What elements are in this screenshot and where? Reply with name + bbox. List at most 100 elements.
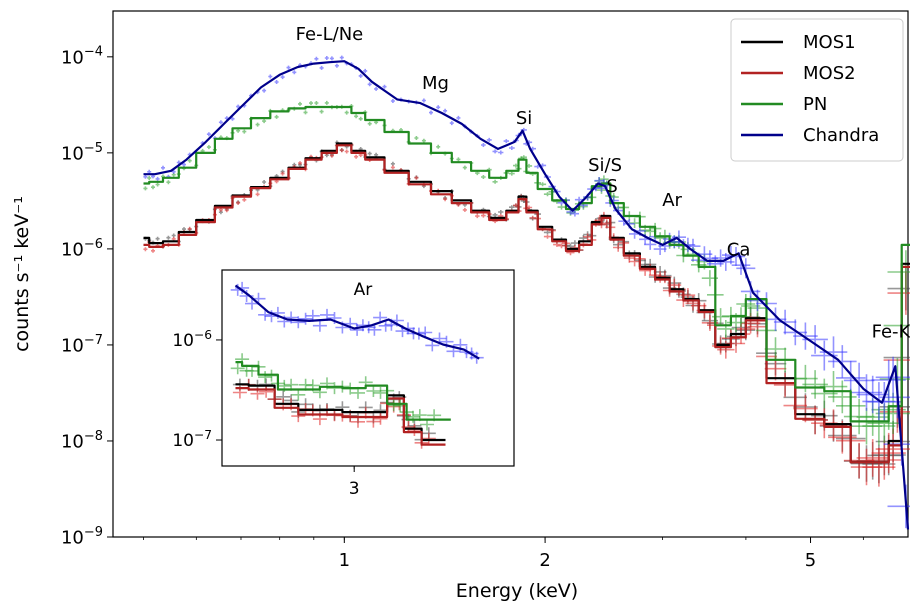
main-pn-point	[481, 175, 486, 179]
main-chandra-point	[644, 238, 657, 250]
main-x-tick-label: 5	[805, 550, 816, 571]
main-series-chandra-model	[143, 60, 910, 530]
main-annotation: Fe-K	[872, 321, 910, 342]
main-mos2-point	[344, 149, 349, 154]
y-axis-label: counts s⁻¹ keV⁻¹	[11, 196, 33, 352]
main-chandra-point	[828, 345, 857, 378]
main-mos2-point	[862, 447, 896, 487]
main-pn-point	[151, 185, 155, 190]
legend: MOS1 MOS2 PN Chandra	[730, 18, 904, 162]
main-mos2-point	[414, 175, 419, 180]
inset-pn-point	[327, 382, 342, 395]
main-series-pn-model	[143, 105, 910, 423]
inset-pn-point	[406, 410, 420, 423]
main-pn-point	[143, 186, 148, 191]
main-mos2-point	[255, 192, 260, 197]
main-pn-point	[187, 158, 192, 163]
main-mos2-point	[717, 340, 735, 359]
main-mos2-point	[583, 233, 593, 241]
inset-y-tick-label: 10−6	[172, 328, 212, 351]
main-mos2-point	[543, 234, 551, 239]
main-series-chandra-data	[143, 55, 910, 529]
main-mos2-point	[329, 153, 334, 158]
main-mos2-point	[553, 242, 561, 247]
inset-annotation: Ar	[354, 280, 373, 300]
main-pn-point	[309, 101, 313, 106]
main-mos1-point	[166, 235, 171, 240]
main-chandra-point	[155, 176, 160, 181]
main-chandra-point	[492, 149, 498, 154]
inset-mos2-point	[259, 385, 274, 398]
main-mos2-point	[481, 213, 486, 218]
main-mos2-point	[462, 207, 467, 212]
inset-plot-data: Ar	[230, 280, 484, 449]
main-pn-point	[344, 110, 349, 115]
main-mos1-point	[492, 212, 498, 217]
inset-pn-point	[373, 386, 388, 399]
main-chandra-point	[319, 65, 324, 70]
main-chandra-point	[867, 382, 902, 422]
main-pn-point	[717, 320, 735, 338]
main-chandra-point	[274, 80, 279, 84]
main-annotation: Mg	[422, 73, 449, 94]
inset-chandra-point	[291, 316, 306, 329]
main-chandra-point	[236, 104, 241, 109]
main-chandra-point	[280, 75, 285, 80]
inset-plot-frame	[221, 269, 515, 467]
inset-y-tick-label: 10−7	[172, 428, 212, 451]
main-chandra-point	[509, 146, 515, 150]
main-chandra-point	[658, 239, 672, 253]
main-mos1-point	[171, 233, 176, 238]
main-mos2-point	[390, 165, 395, 170]
main-pn-point	[421, 138, 426, 143]
legend-label-chandra: Chandra	[803, 125, 879, 146]
main-chandra-point	[143, 174, 148, 179]
main-pn-point	[324, 100, 329, 105]
main-mos1-point	[543, 230, 551, 235]
main-mos1-point	[155, 236, 160, 241]
inset-chandra-point	[284, 311, 299, 324]
main-mos2-point	[613, 243, 624, 252]
main-chandra-point	[358, 73, 363, 78]
inset-pn-point	[230, 362, 245, 375]
main-mos2-point	[773, 372, 797, 398]
main-chandra-point	[421, 98, 426, 103]
main-mos1-point	[262, 180, 267, 184]
main-pn-point	[166, 180, 171, 185]
main-chandra-point	[871, 359, 906, 401]
main-chandra-point	[292, 70, 297, 75]
main-chandra-point	[449, 121, 454, 126]
main-chandra-point	[329, 56, 334, 61]
legend-label-pn: PN	[803, 94, 827, 115]
main-pn-point	[206, 145, 211, 150]
main-chandra-point	[783, 319, 807, 346]
main-pn-point	[456, 157, 461, 162]
main-pn-point	[887, 250, 910, 294]
main-mos1-point	[570, 240, 579, 246]
main-chandra-point	[503, 139, 509, 144]
main-chandra-point	[334, 63, 339, 68]
main-x-tick-label: 2	[539, 550, 550, 571]
main-pn-point	[828, 380, 857, 414]
main-chandra-point	[671, 230, 686, 244]
inset-mos2-point	[407, 424, 422, 436]
main-chandra-point	[574, 196, 584, 203]
main-annotation: Si/S	[588, 155, 622, 176]
main-mos2-point	[354, 154, 359, 159]
inset-plot-ticks: 3 10−7 10−6	[172, 328, 359, 499]
main-chandra-point	[176, 160, 181, 165]
main-pn-point	[539, 182, 547, 187]
main-chandra-point	[773, 309, 797, 335]
main-pn-point	[764, 337, 787, 361]
main-pn-point	[462, 165, 467, 170]
main-pn-point	[155, 182, 160, 187]
main-mos1-point	[509, 205, 515, 210]
main-pn-point	[875, 392, 910, 434]
inset-chandra-point	[258, 308, 273, 321]
main-pn-point	[492, 179, 498, 184]
main-mos2-point	[143, 247, 148, 252]
main-y-tick-label: 10−5	[61, 141, 103, 165]
main-chandra-point	[262, 88, 267, 93]
inset-chandra-point	[312, 319, 327, 332]
x-axis-label: Energy (keV)	[456, 580, 578, 601]
